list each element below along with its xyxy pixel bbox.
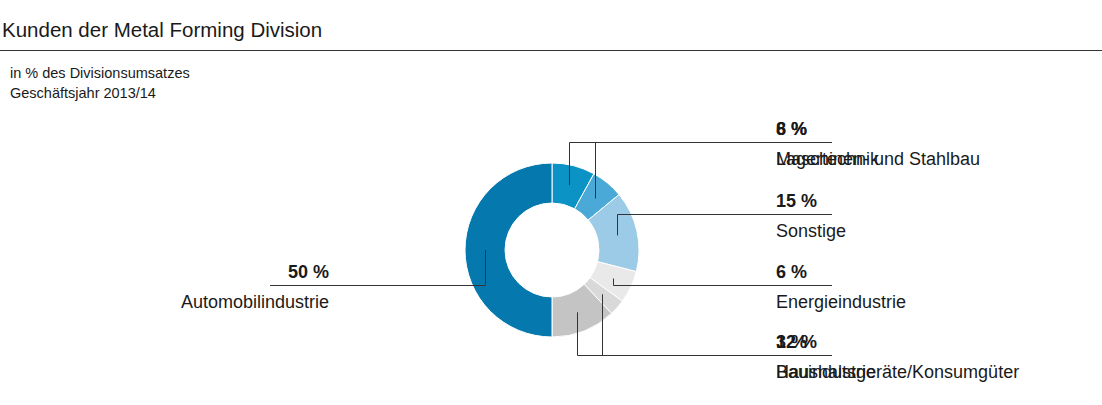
category-label: Maschinen- und Stahlbau — [776, 149, 980, 169]
category-label: Haushaltsgeräte/Konsumgüter — [776, 362, 1019, 382]
slice — [588, 195, 639, 272]
title-rule — [0, 50, 1102, 51]
value-label: 15 % — [776, 191, 817, 211]
value-label: 12 % — [776, 332, 817, 352]
category-label: Bauindustrie — [776, 362, 876, 382]
value-label: 8 % — [776, 119, 807, 139]
donut — [465, 163, 639, 337]
value-label: 6 % — [776, 119, 807, 139]
leader-line — [603, 294, 833, 355]
category-label: Sonstige — [776, 221, 846, 241]
subtitle: in % des Divisionsumsatzes — [10, 65, 190, 81]
value-label: 6 % — [776, 262, 807, 282]
labels: 8 %Lagertechnik6 %Maschinen- und Stahlba… — [181, 119, 1019, 382]
title: Kunden der Metal Forming Division — [2, 18, 322, 41]
category-label: Energieindustrie — [776, 292, 906, 312]
leader-line — [270, 250, 486, 286]
leader-line — [578, 312, 833, 355]
value-label: 50 % — [288, 262, 329, 282]
category-label: Automobilindustrie — [181, 292, 329, 312]
chart-svg: Kunden der Metal Forming Division in % de… — [0, 0, 1102, 405]
chart-root: Kunden der Metal Forming Division in % de… — [0, 0, 1102, 405]
subtitle: Geschäftsjahr 2013/14 — [10, 85, 156, 101]
slice — [465, 163, 552, 337]
